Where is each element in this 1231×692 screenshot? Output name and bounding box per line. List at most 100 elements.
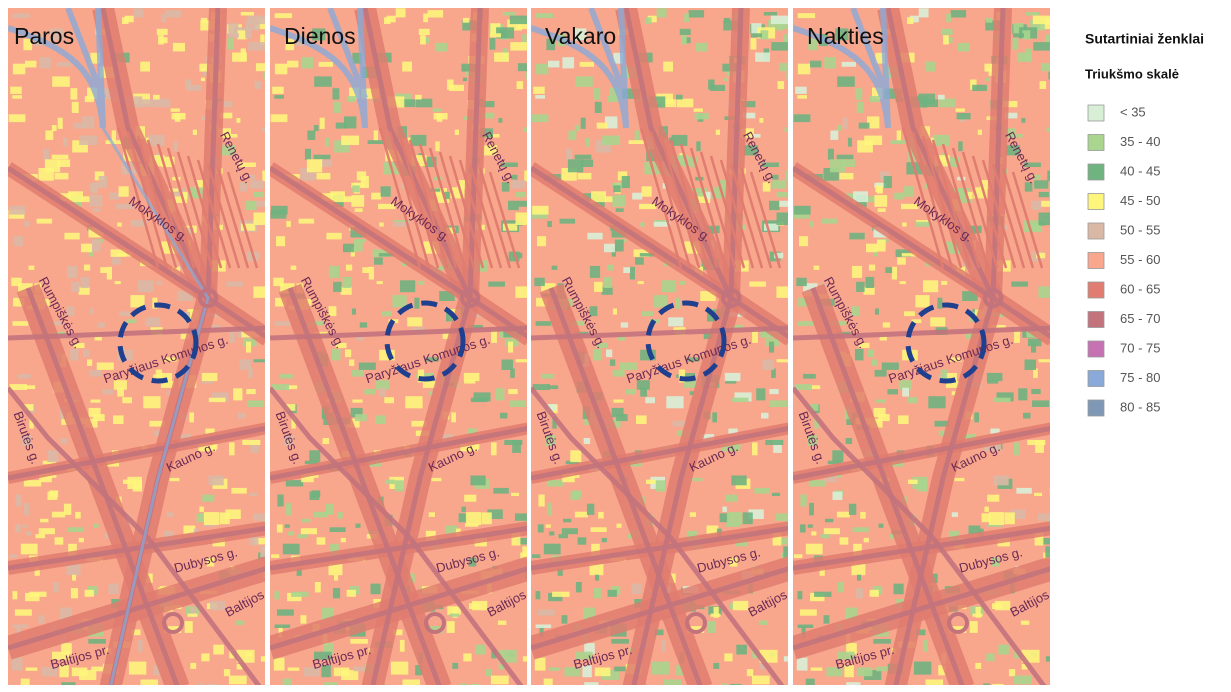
noise-patch — [952, 188, 964, 192]
street — [488, 171, 521, 269]
noise-patch — [211, 392, 229, 402]
noise-patch — [482, 145, 498, 156]
noise-patch — [721, 683, 728, 685]
noise-patch — [247, 15, 265, 25]
noise-patch — [328, 563, 343, 576]
noise-patch — [783, 34, 788, 45]
noise-patch — [277, 494, 284, 507]
noise-patch — [700, 291, 716, 301]
noise-patch — [640, 387, 647, 397]
noise-patch — [42, 460, 57, 465]
noise-patch — [934, 155, 950, 167]
highway — [101, 127, 210, 685]
noise-patch — [522, 656, 527, 662]
noise-patch — [26, 531, 32, 536]
noise-patch — [1030, 19, 1045, 31]
noise-patch — [607, 96, 617, 103]
noise-patch — [796, 277, 807, 287]
noise-patch — [351, 308, 356, 315]
noise-patch — [183, 525, 196, 535]
noise-patch — [41, 667, 58, 677]
noise-patch — [196, 513, 206, 523]
roundabout — [460, 288, 480, 308]
noise-patch — [47, 491, 58, 500]
noise-patch — [532, 554, 541, 558]
noise-patch — [689, 512, 696, 517]
noise-patch — [690, 188, 702, 192]
noise-patch — [1025, 12, 1039, 16]
roundabout — [424, 612, 446, 634]
noise-patch — [254, 538, 265, 545]
noise-patch — [290, 265, 297, 270]
noise-patch — [223, 669, 231, 677]
noise-patch — [893, 583, 904, 595]
noise-patch — [562, 57, 575, 69]
noise-patch — [662, 183, 668, 189]
noise-patch — [508, 341, 514, 353]
noise-patch — [108, 583, 119, 595]
noise-patch — [855, 588, 864, 599]
noise-patch — [1047, 170, 1050, 182]
noise-patch — [710, 613, 721, 617]
noise-patch — [713, 662, 720, 669]
noise-patch — [517, 63, 527, 72]
noise-patch — [249, 180, 264, 189]
noise-patch — [60, 193, 75, 201]
noise-patch — [415, 94, 422, 100]
noise-patch — [112, 257, 121, 265]
noise-patch — [322, 438, 330, 444]
noise-patch — [280, 283, 295, 294]
noise-patch — [160, 37, 168, 44]
legend-swatch — [1087, 311, 1105, 328]
noise-patch — [620, 322, 629, 328]
noise-patch — [759, 118, 764, 123]
noise-patch — [969, 227, 979, 234]
noise-patch — [711, 187, 726, 199]
noise-patch — [879, 335, 887, 341]
noise-patch — [172, 42, 185, 52]
noise-patch — [160, 381, 175, 388]
noise-patch — [975, 662, 982, 669]
noise-patch — [94, 335, 102, 341]
noise-patch — [710, 84, 725, 91]
noise-patch — [433, 188, 447, 197]
noise-patch — [1012, 37, 1019, 50]
noise-patch — [462, 77, 467, 82]
noise-patch — [639, 253, 655, 257]
panel-title: Vakaro — [545, 23, 616, 49]
panel-title: Dienos — [284, 23, 356, 49]
street — [709, 155, 746, 269]
noise-patch — [577, 172, 592, 180]
noise-patch — [384, 397, 394, 404]
roundabout — [162, 612, 184, 634]
noise-patch — [956, 188, 970, 197]
noise-patch — [1021, 664, 1028, 670]
noise-patch — [25, 667, 38, 671]
noise-patch — [70, 88, 78, 100]
noise-patch — [284, 435, 294, 446]
noise-patch — [149, 420, 165, 427]
noise-patch — [776, 212, 788, 225]
noise-patch — [546, 38, 556, 51]
noise-patch — [161, 13, 167, 23]
noise-patch — [1046, 127, 1050, 132]
noise-patch — [1034, 492, 1043, 496]
noise-patch — [508, 389, 518, 395]
noise-patch — [1021, 118, 1026, 123]
noise-patch — [313, 154, 331, 160]
noise-patch — [877, 208, 886, 212]
noise-patch — [776, 191, 787, 198]
street — [458, 159, 494, 269]
noise-patch — [1041, 200, 1050, 207]
legend-label: 65 - 70 — [1120, 311, 1160, 326]
noise-patch — [301, 57, 314, 69]
noise-patch — [313, 125, 319, 132]
noise-patch — [570, 491, 581, 500]
noise-patch — [1005, 145, 1021, 156]
noise-patch — [1036, 252, 1046, 259]
noise-patch — [25, 60, 37, 68]
noise-patch — [145, 317, 161, 327]
noise-patch — [547, 502, 552, 516]
noise-patch — [694, 113, 709, 120]
noise-patch — [12, 95, 22, 99]
